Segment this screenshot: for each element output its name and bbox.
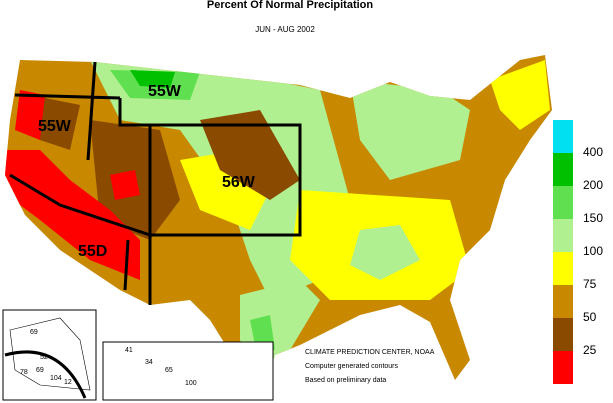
region-label: 55W	[38, 118, 72, 135]
inset-value: 100	[185, 380, 197, 387]
credit: CLIMATE PREDICTION CENTER, NOAA	[305, 349, 435, 356]
legend-label: 200	[583, 178, 603, 192]
legend-swatch	[553, 252, 573, 285]
legend-swatch	[553, 120, 573, 153]
region-label: 56W	[222, 174, 256, 191]
legend-label: 50	[583, 310, 597, 324]
legend-swatch	[553, 153, 573, 186]
credits: CLIMATE PREDICTION CENTER, NOAA Computer…	[305, 349, 435, 384]
legend: 400 200 150 100 75 50 25	[553, 120, 603, 384]
inset-value: 104	[50, 375, 62, 382]
legend-swatch	[553, 318, 573, 351]
legend-label: 100	[583, 244, 603, 258]
title: Percent Of Normal Precipitation	[207, 0, 374, 11]
legend-swatch	[553, 219, 573, 252]
credit: Based on preliminary data	[305, 377, 386, 384]
alaska-inset: 69 52 78 69 104 12	[2, 309, 97, 401]
inset-value: 69	[30, 329, 38, 336]
inset-value: 52	[40, 354, 48, 361]
subtitle: JUN - AUG 2002	[255, 25, 315, 34]
legend-label: 75	[583, 277, 597, 291]
credit: Computer generated contours	[305, 363, 398, 370]
inset-frame	[2, 309, 97, 401]
inset-frame	[102, 341, 274, 401]
region-label: 55D	[78, 243, 107, 260]
us-map	[5, 55, 552, 385]
legend-label: 150	[583, 211, 603, 225]
inset-value: 78	[20, 369, 28, 376]
legend-label: 400	[583, 145, 603, 159]
region-label: 55W	[148, 83, 182, 100]
inset-value: 34	[145, 359, 153, 366]
legend-swatch	[553, 351, 573, 384]
inset-value: 69	[36, 367, 44, 374]
inset-value: 65	[165, 367, 173, 374]
legend-label: 25	[583, 343, 597, 357]
inset-value: 41	[125, 347, 133, 354]
legend-swatch	[553, 285, 573, 318]
inset-value: 12	[64, 379, 72, 386]
legend-swatch	[553, 186, 573, 219]
hawaii-inset: 41 34 65 100	[102, 341, 274, 401]
